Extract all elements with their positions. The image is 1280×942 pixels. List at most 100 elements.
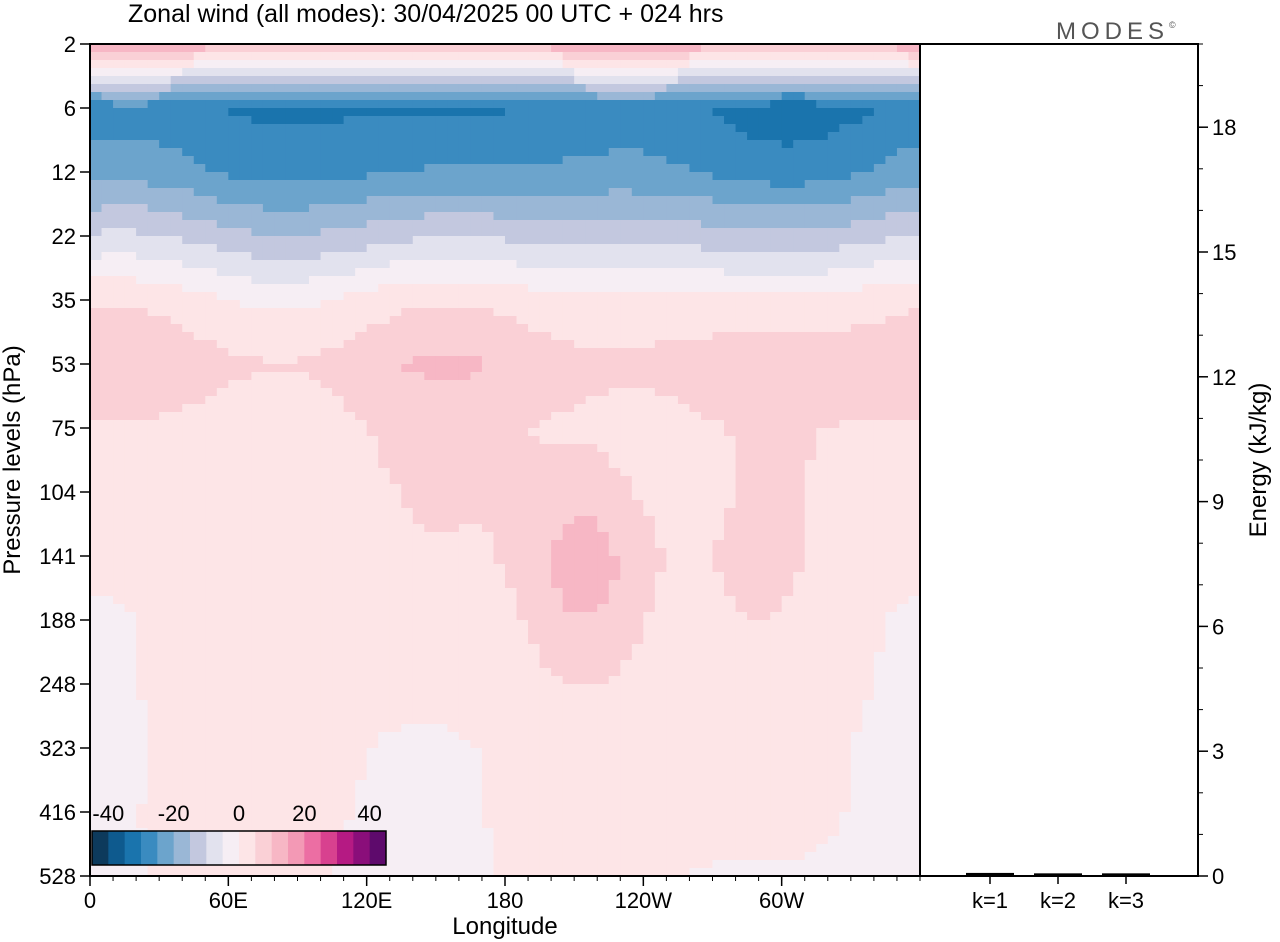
heatmap-cell <box>458 548 472 557</box>
heatmap-cell <box>827 412 840 421</box>
heatmap-cell <box>320 484 333 493</box>
heatmap-cell <box>320 324 333 333</box>
heatmap-cell <box>562 452 575 461</box>
heatmap-cell <box>470 204 483 213</box>
heatmap-cell <box>262 84 276 93</box>
heatmap-cell <box>124 244 137 253</box>
heatmap-cell <box>424 180 437 189</box>
heatmap-cell <box>539 92 552 101</box>
heatmap-cell <box>896 532 910 541</box>
heatmap-cell <box>366 332 379 341</box>
heatmap-cell <box>378 276 391 285</box>
heatmap-cell <box>885 524 898 533</box>
heatmap-cell <box>643 508 656 517</box>
heatmap-cell <box>781 380 794 389</box>
heatmap-cell <box>747 188 760 197</box>
heatmap-cell <box>620 516 633 525</box>
heatmap-cell <box>378 68 391 77</box>
heatmap-cell <box>159 292 172 301</box>
heatmap-cell <box>205 236 218 245</box>
heatmap-cell <box>355 412 368 421</box>
heatmap-cell <box>251 444 264 453</box>
heatmap-cell <box>631 52 644 61</box>
heatmap-cell <box>724 308 737 317</box>
heatmap-cell <box>908 212 921 221</box>
heatmap-cell <box>343 212 356 221</box>
heatmap-cell <box>435 268 448 277</box>
heatmap-cell <box>205 156 218 165</box>
heatmap-cell <box>355 276 368 285</box>
heatmap-cell <box>758 60 771 69</box>
heatmap-cell <box>896 300 910 309</box>
heatmap-cell <box>712 452 725 461</box>
heatmap-cell <box>712 524 725 533</box>
heatmap-cell <box>147 348 160 357</box>
heatmap-cell <box>147 108 160 117</box>
heatmap-cell <box>724 548 737 557</box>
heatmap-cell <box>101 300 114 309</box>
heatmap-cell <box>551 68 564 77</box>
heatmap-cell <box>505 516 518 525</box>
heatmap-cell <box>516 292 529 301</box>
heatmap-cell <box>470 588 483 597</box>
heatmap-cell <box>355 260 368 269</box>
heatmap-cell <box>332 276 345 285</box>
heatmap-cell <box>666 428 679 437</box>
heatmap-cell <box>228 268 241 277</box>
heatmap-cell <box>412 204 425 213</box>
heatmap-cell <box>435 564 448 573</box>
heatmap-cell <box>816 204 829 213</box>
heatmap-cell <box>597 204 610 213</box>
heatmap-cell <box>574 516 587 525</box>
heatmap-cell <box>205 500 218 509</box>
heatmap-cell <box>850 348 863 357</box>
heatmap-cell <box>689 92 702 101</box>
heatmap-cell <box>90 428 103 437</box>
heatmap-cell <box>631 388 644 397</box>
heatmap-cell <box>389 212 402 221</box>
heatmap-cell <box>424 292 437 301</box>
heatmap-cell <box>182 468 195 477</box>
heatmap-cell <box>551 452 564 461</box>
heatmap-cell <box>147 428 160 437</box>
heatmap-cell <box>689 60 702 69</box>
heatmap-cell <box>470 380 483 389</box>
heatmap-cell <box>724 260 737 269</box>
heatmap-cell <box>113 92 126 101</box>
heatmap-cell <box>285 532 299 541</box>
heatmap-cell <box>136 276 149 285</box>
heatmap-cell <box>320 588 333 597</box>
heatmap-cell <box>747 268 760 277</box>
heatmap-cell <box>816 484 829 493</box>
heatmap-cell <box>654 564 667 573</box>
heatmap-cell <box>585 380 598 389</box>
heatmap-cell <box>412 100 425 109</box>
heatmap-cell <box>493 292 506 301</box>
heatmap-cell <box>896 404 910 413</box>
heatmap-cell <box>228 228 241 237</box>
heatmap-cell <box>262 332 276 341</box>
heatmap-cell <box>539 308 552 317</box>
heatmap-cell <box>793 68 806 77</box>
heatmap-cell <box>239 44 252 53</box>
heatmap-cell <box>412 412 425 421</box>
heatmap-cell <box>574 412 587 421</box>
heatmap-cell <box>493 428 506 437</box>
heatmap-cell <box>770 180 783 189</box>
heatmap-cell <box>770 588 783 597</box>
heatmap-cell <box>435 428 448 437</box>
heatmap-cell <box>147 388 160 397</box>
heatmap-cell <box>873 100 887 109</box>
heatmap-cell <box>320 116 333 125</box>
heatmap-cell <box>262 300 276 309</box>
heatmap-cell <box>724 396 737 405</box>
heatmap-cell <box>770 340 783 349</box>
heatmap-cell <box>908 252 921 261</box>
heatmap-cell <box>435 100 448 109</box>
heatmap-cell <box>896 420 910 429</box>
heatmap-cell <box>689 156 702 165</box>
heatmap-cell <box>170 468 183 477</box>
heatmap-cell <box>228 564 241 573</box>
heatmap-cell <box>839 428 852 437</box>
heatmap-cell <box>239 164 252 173</box>
